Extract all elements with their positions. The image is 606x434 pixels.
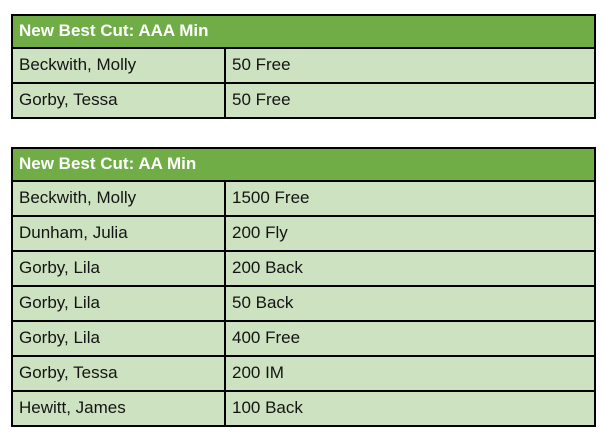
event-cell: 100 Back bbox=[224, 390, 596, 427]
swimmer-name-cell: Hewitt, James bbox=[11, 390, 226, 427]
event-cell: 50 Free bbox=[223, 82, 597, 119]
event-cell: 50 Back bbox=[224, 285, 596, 322]
table-row: Gorby, Lila 400 Free bbox=[11, 320, 596, 357]
swimmer-name-cell: Gorby, Lila bbox=[11, 250, 226, 287]
table-row: Hewitt, James 100 Back bbox=[11, 390, 596, 427]
table-row: Beckwith, Molly 1500 Free bbox=[11, 180, 596, 217]
best-cut-table-aaa-min: New Best Cut: AAA Min Beckwith, Molly 50… bbox=[10, 14, 597, 119]
event-cell: 200 Back bbox=[224, 250, 596, 287]
table-title: New Best Cut: AAA Min bbox=[10, 14, 597, 49]
table-header-row: New Best Cut: AAA Min bbox=[10, 14, 597, 49]
swimmer-name-cell: Gorby, Tessa bbox=[11, 82, 226, 119]
table-row: Beckwith, Molly 50 Free bbox=[11, 47, 597, 84]
table-row: Gorby, Tessa 50 Free bbox=[11, 82, 597, 119]
event-cell: 200 IM bbox=[224, 355, 596, 392]
swimmer-name-cell: Gorby, Lila bbox=[11, 320, 226, 357]
best-cut-table-aa-min: New Best Cut: AA Min Beckwith, Molly 150… bbox=[11, 147, 596, 427]
swimmer-name-cell: Beckwith, Molly bbox=[11, 47, 226, 84]
event-cell: 50 Free bbox=[223, 47, 597, 84]
swimmer-name-cell: Dunham, Julia bbox=[11, 215, 226, 252]
table-row: Gorby, Lila 200 Back bbox=[11, 250, 596, 287]
table-header-row: New Best Cut: AA Min bbox=[11, 147, 596, 182]
table-row: Gorby, Lila 50 Back bbox=[11, 285, 596, 322]
table-row: Dunham, Julia 200 Fly bbox=[11, 215, 596, 252]
event-cell: 400 Free bbox=[224, 320, 596, 357]
swimmer-name-cell: Gorby, Lila bbox=[11, 285, 226, 322]
swimmer-name-cell: Beckwith, Molly bbox=[11, 180, 226, 217]
event-cell: 200 Fly bbox=[224, 215, 596, 252]
event-cell: 1500 Free bbox=[224, 180, 596, 217]
table-title: New Best Cut: AA Min bbox=[11, 147, 596, 182]
swimmer-name-cell: Gorby, Tessa bbox=[11, 355, 226, 392]
table-row: Gorby, Tessa 200 IM bbox=[11, 355, 596, 392]
